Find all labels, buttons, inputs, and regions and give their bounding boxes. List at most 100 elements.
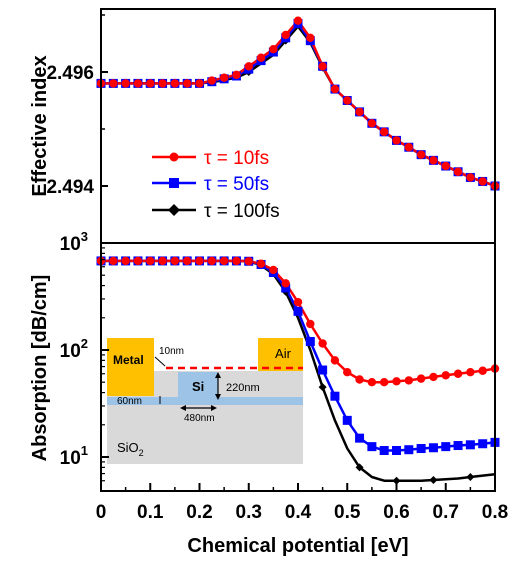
inset-silicon-slab [107,397,303,405]
bottom-point-circle [195,256,204,266]
inset-si-label: Si [192,379,204,394]
legend-label-10fs: τ = 10fs [204,148,269,169]
legend-item-100fs: τ = 100fs [152,201,280,222]
inset-height-arrowhead-up [215,372,221,378]
bottom-point-square [478,439,488,449]
bottom-y-ticks: 101 102 103 [60,229,109,482]
bottom-point-circle [207,256,217,266]
bottom-point-circle [367,378,377,387]
inset-height-arrowhead-down [215,394,221,400]
bottom-point-square [404,445,414,455]
bottom-point-circle [466,368,475,377]
top-point-circle [256,53,266,62]
top-point-circle [441,161,450,171]
bottom-point-square [428,443,438,453]
top-point-circle [404,143,414,152]
bottom-point-square [416,444,426,454]
bottom-xtick-label: 0.5 [334,502,361,523]
bottom-point-diamond [355,463,364,472]
top-point-circle [121,79,130,88]
inset-metal-left [107,338,154,396]
top-point-circle [355,107,364,117]
bottom-point-circle [133,256,143,266]
bottom-xtick-label: 0 [96,502,107,523]
legend-marker-diamond [168,204,180,216]
inset-metal-label: Metal [113,353,144,367]
bottom-point-circle [232,256,241,266]
bottom-point-circle [379,378,389,387]
bottom-point-square [379,446,389,456]
top-point-circle [306,33,315,42]
bottom-point-diamond [429,475,438,484]
bottom-point-circle [244,257,253,266]
bottom-point-square [293,306,303,316]
legend-marker-circle [169,152,179,162]
top-point-circle [195,79,204,88]
bottom-point-circle [269,265,278,275]
inset-substrate-label: SiO2 [117,440,144,458]
top-point-circle [416,150,426,159]
bottom-point-circle [429,372,438,382]
top-point-circle [269,45,278,54]
top-panel: 2.494 2.496 Effective index τ = 10fs τ = … [29,8,500,244]
top-point-circle [207,76,217,85]
inset-width-arrowhead-right [211,405,217,411]
top-point-circle [182,79,192,88]
inset-silicon-rib [178,372,218,399]
inset-substrate-text: SiO [117,440,139,455]
bottom-point-circle [404,376,414,385]
bottom-point-square [305,337,315,347]
inset-gap-label: 10nm [159,346,184,357]
legend-item-50fs: τ = 50fs [152,174,269,195]
inset-air-label: Air [275,346,292,361]
bottom-point-diamond [392,476,401,485]
top-point-circle [429,156,438,165]
bottom-point-circle [343,368,352,377]
top-point-circle [330,84,340,94]
bottom-point-circle [256,259,266,268]
top-point-circle [466,173,475,182]
bottom-xtick-label: 0.3 [236,502,262,523]
bottom-point-circle [441,371,450,380]
bottom-panel: Metal Air 10nm Si 220nm 480nm 60nm SiO2 … [29,229,508,557]
top-point-circle [478,177,487,186]
bottom-point-circle [121,256,130,266]
top-ytick-label: 2.494 [46,177,94,198]
legend-label-50fs: τ = 50fs [204,174,269,195]
inset-box-label: 60nm [117,396,142,407]
inset-width-arrowhead-left [180,405,186,411]
inset-gap-pointer [154,356,166,367]
top-series-markers [96,16,500,191]
top-point-circle [293,16,303,25]
bottom-xtick-label: 0.8 [482,502,508,523]
inset-metal-right [258,338,303,371]
top-y-ticks: 2.494 2.496 [46,14,108,198]
bottom-ylabel: Absorption [dB/cm] [29,275,51,462]
bottom-point-circle [478,366,487,375]
top-point-circle [343,96,352,105]
bottom-point-square [441,442,451,452]
bottom-point-circle [146,256,155,266]
bottom-xtick-label: 0.7 [433,502,459,523]
top-point-circle [133,79,143,88]
inset-width-label: 480nm [184,413,215,424]
top-point-circle [453,167,463,176]
top-point-circle [170,79,180,88]
legend: τ = 10fs τ = 50fs τ = 100fs [152,148,280,222]
bottom-point-square [453,441,463,451]
bottom-point-circle [219,256,229,266]
bottom-point-square [330,391,340,401]
top-point-circle [244,62,253,71]
bottom-point-square [367,442,377,452]
bottom-ytick-label: 101 [60,443,88,469]
bottom-xtick-label: 0.2 [186,502,212,523]
bottom-point-circle [416,374,426,383]
bottom-point-square [355,433,365,443]
bottom-point-circle [293,297,303,307]
bottom-point-circle [355,375,364,384]
bottom-point-square [465,440,475,450]
bottom-point-square [318,365,328,375]
top-ylabel: Effective index [29,55,51,196]
bottom-point-circle [453,369,463,378]
